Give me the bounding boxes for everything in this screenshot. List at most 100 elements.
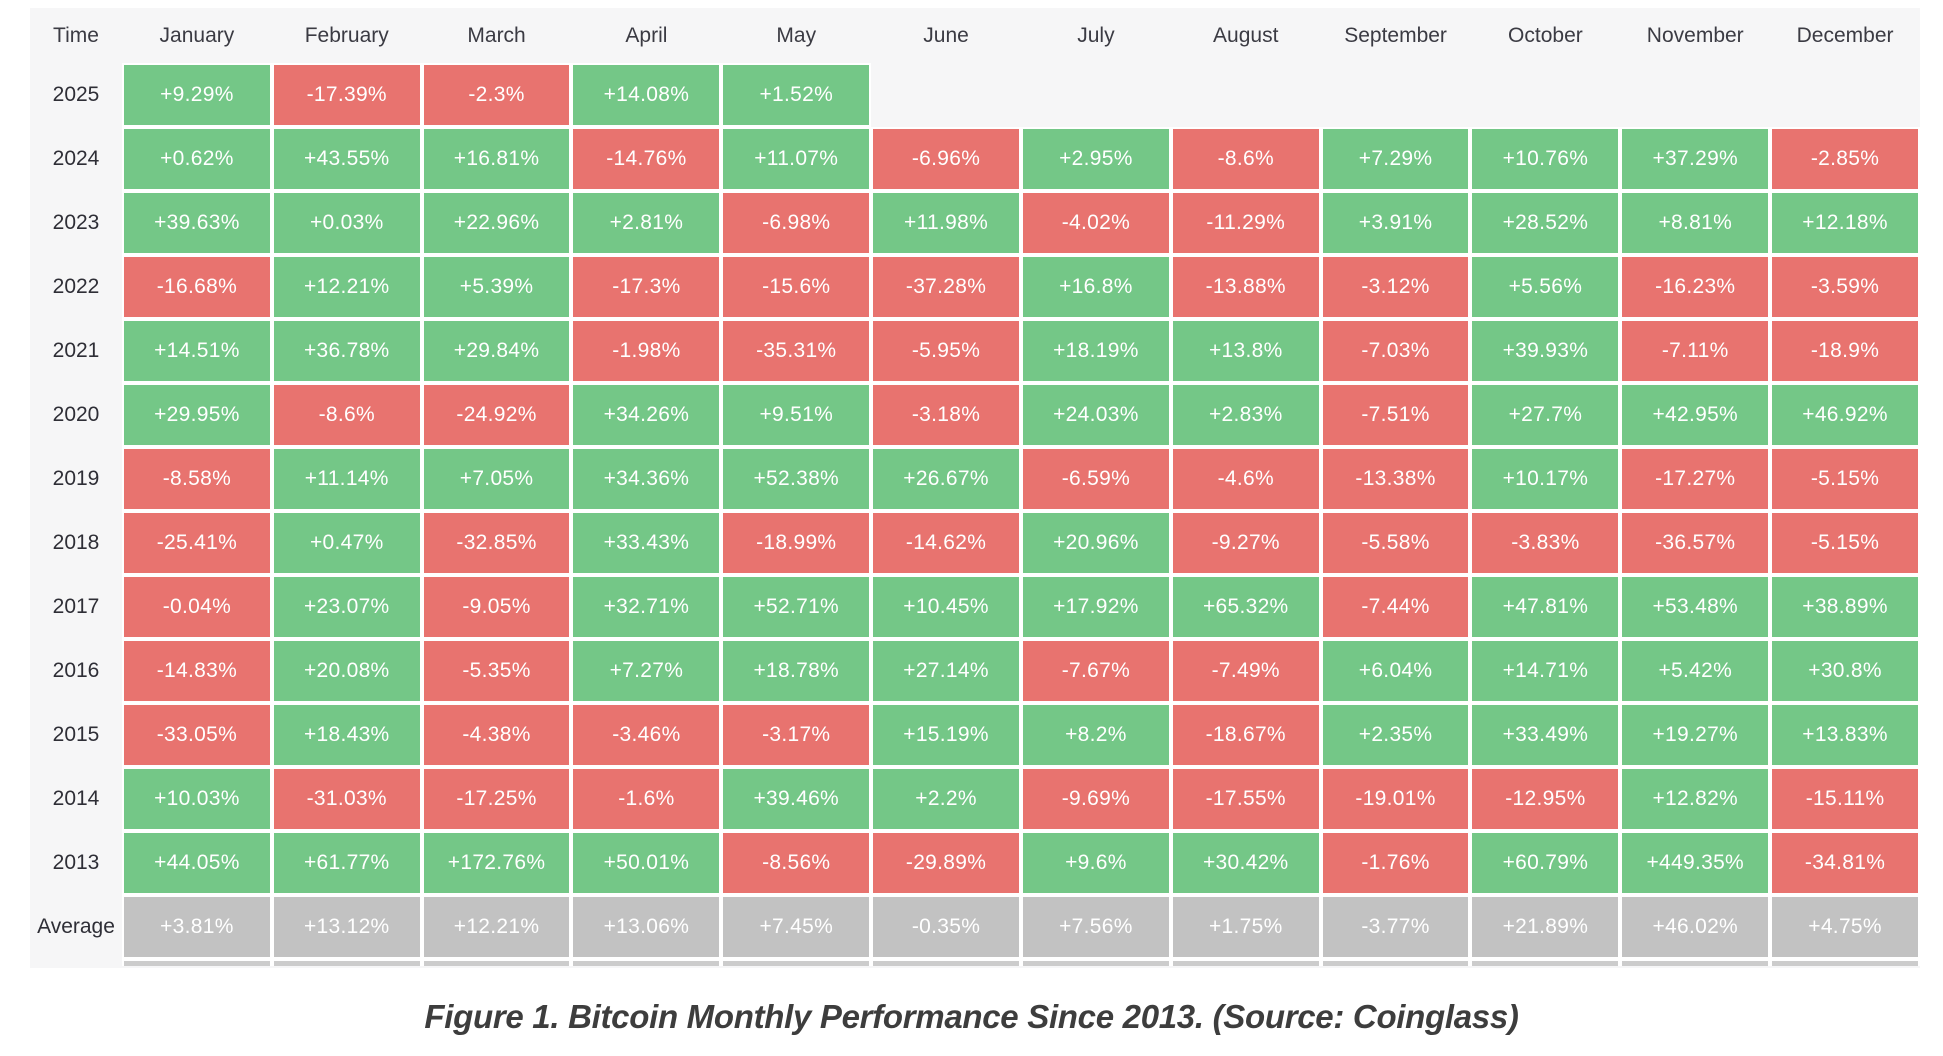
perf-cell: -5.58% xyxy=(1320,511,1471,575)
perf-cell: +172.76% xyxy=(421,831,572,895)
perf-cell: +61.77% xyxy=(271,831,422,895)
perf-cell: +2.81% xyxy=(571,191,722,255)
perf-cell: +10.76% xyxy=(1470,127,1621,191)
perf-cell: +13.8% xyxy=(1170,319,1321,383)
perf-cell: -32.85% xyxy=(421,511,572,575)
perf-cell: +47.81% xyxy=(1470,575,1621,639)
perf-cell: -6.59% xyxy=(1020,447,1171,511)
perf-cell: -19.01% xyxy=(1320,767,1471,831)
perf-cell: +12.21% xyxy=(421,895,572,959)
row-label: 2020 xyxy=(52,403,100,426)
perf-cell: -17.27% xyxy=(1620,447,1771,511)
perf-cell: -2.3% xyxy=(421,63,572,127)
perf-cell: -18.67% xyxy=(1170,703,1321,767)
perf-cell: +7.29% xyxy=(1320,127,1471,191)
perf-cell: +29.95% xyxy=(122,383,272,447)
perf-cell: +3.81% xyxy=(122,895,272,959)
perf-cell: +2.2% xyxy=(871,767,1021,831)
perf-cell: +7.45% xyxy=(721,895,872,959)
perf-cell: +21.89% xyxy=(1470,895,1621,959)
row-stub xyxy=(871,959,1021,966)
perf-cell: +6.04% xyxy=(1320,639,1471,703)
perf-cell: +11.14% xyxy=(271,447,422,511)
perf-cell: +2.83% xyxy=(1170,383,1321,447)
row-stub xyxy=(122,959,272,966)
column-header: September xyxy=(1344,23,1447,47)
perf-cell: +5.42% xyxy=(1620,639,1771,703)
perf-cell xyxy=(1021,63,1171,127)
perf-cell: +44.05% xyxy=(122,831,272,895)
column-header: August xyxy=(1213,23,1279,47)
perf-cell: +4.75% xyxy=(1770,895,1920,959)
perf-cell: -17.55% xyxy=(1170,767,1321,831)
perf-cell: +16.8% xyxy=(1020,255,1171,319)
perf-cell: +17.92% xyxy=(1020,575,1171,639)
perf-cell: +26.67% xyxy=(871,447,1021,511)
performance-table: Time January February March April May June July… xyxy=(30,8,1920,968)
perf-cell: -34.81% xyxy=(1770,831,1920,895)
perf-cell: +29.84% xyxy=(421,319,572,383)
perf-cell: -3.18% xyxy=(871,383,1021,447)
perf-cell: -7.11% xyxy=(1620,319,1771,383)
perf-cell: +0.47% xyxy=(271,511,422,575)
perf-cell: -31.03% xyxy=(271,767,422,831)
perf-cell: +52.38% xyxy=(721,447,872,511)
perf-cell: +7.27% xyxy=(571,639,722,703)
perf-cell: +20.96% xyxy=(1020,511,1171,575)
perf-cell: +14.08% xyxy=(571,63,722,127)
row-label: 2018 xyxy=(52,531,100,554)
perf-cell: +34.36% xyxy=(571,447,722,511)
perf-cell: -3.46% xyxy=(571,703,722,767)
perf-cell: -36.57% xyxy=(1620,511,1771,575)
perf-cell: +0.03% xyxy=(271,191,422,255)
perf-cell: -0.35% xyxy=(871,895,1021,959)
row-stub xyxy=(1320,959,1471,966)
perf-cell: +23.07% xyxy=(271,575,422,639)
perf-cell: +10.45% xyxy=(871,575,1021,639)
row-label: 2016 xyxy=(52,659,100,682)
perf-cell: +43.55% xyxy=(271,127,422,191)
perf-cell: -3.77% xyxy=(1320,895,1471,959)
perf-cell: +13.06% xyxy=(571,895,722,959)
row-stub xyxy=(571,959,722,966)
perf-cell: -5.15% xyxy=(1770,447,1920,511)
perf-cell: +18.19% xyxy=(1020,319,1171,383)
column-header: February xyxy=(304,23,389,47)
column-header: July xyxy=(1077,23,1115,47)
row-label: 2019 xyxy=(52,467,100,490)
row-label: 2022 xyxy=(52,275,100,298)
perf-cell: +14.71% xyxy=(1470,639,1621,703)
perf-cell: +13.83% xyxy=(1770,703,1920,767)
perf-cell: -33.05% xyxy=(122,703,272,767)
perf-cell: +12.82% xyxy=(1620,767,1771,831)
perf-cell: -8.58% xyxy=(122,447,272,511)
perf-cell: +20.08% xyxy=(271,639,422,703)
perf-cell: -18.99% xyxy=(721,511,872,575)
row-label: 2024 xyxy=(52,147,100,170)
perf-cell: +1.75% xyxy=(1170,895,1321,959)
perf-cell: -5.15% xyxy=(1770,511,1920,575)
row-stub xyxy=(421,959,572,966)
perf-cell xyxy=(1620,63,1770,127)
row-label: 2021 xyxy=(52,339,100,362)
row-stub xyxy=(1770,959,1920,966)
perf-cell: +5.39% xyxy=(421,255,572,319)
perf-cell: +65.32% xyxy=(1170,575,1321,639)
perf-cell: +30.8% xyxy=(1770,639,1920,703)
perf-cell: -0.04% xyxy=(122,575,272,639)
row-label: 2015 xyxy=(52,723,100,746)
perf-cell: +14.51% xyxy=(122,319,272,383)
perf-cell xyxy=(1321,63,1471,127)
perf-cell: +22.96% xyxy=(421,191,572,255)
perf-cell: +10.03% xyxy=(122,767,272,831)
perf-cell: -9.05% xyxy=(421,575,572,639)
perf-cell: -16.68% xyxy=(122,255,272,319)
perf-cell: +2.35% xyxy=(1320,703,1471,767)
perf-cell: +53.48% xyxy=(1620,575,1771,639)
perf-cell: +39.93% xyxy=(1470,319,1621,383)
perf-cell: +30.42% xyxy=(1170,831,1321,895)
perf-cell: +42.95% xyxy=(1620,383,1771,447)
column-header: June xyxy=(923,23,969,47)
perf-cell: +32.71% xyxy=(571,575,722,639)
perf-cell: +50.01% xyxy=(571,831,722,895)
